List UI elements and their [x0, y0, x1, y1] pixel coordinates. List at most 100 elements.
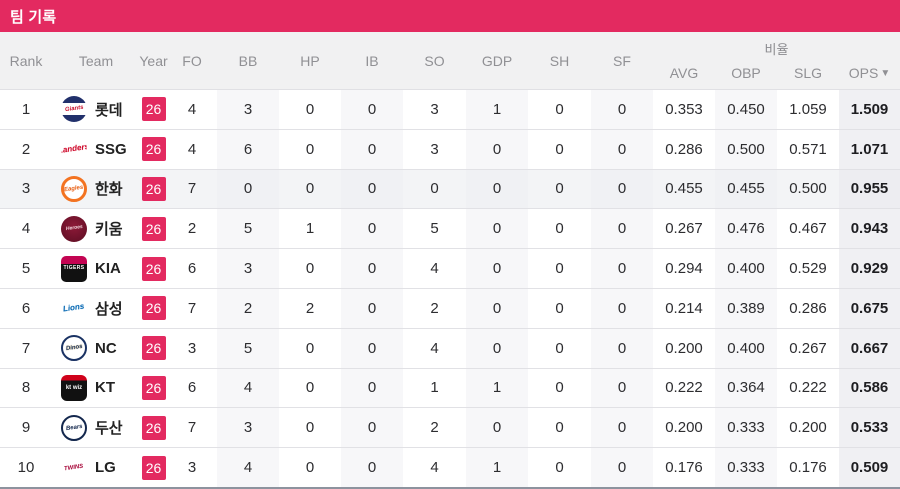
lg-twins-logo: TWINS: [61, 454, 87, 481]
fo-cell: 4: [187, 100, 197, 118]
logo-script-text: TWINS: [64, 463, 84, 472]
column-header-obp[interactable]: OBP: [731, 65, 761, 82]
team-cell: TIGERS KIA: [52, 249, 140, 288]
bb-cell: 0: [217, 169, 279, 209]
so-cell: 4: [430, 339, 439, 357]
column-header-ib[interactable]: IB: [365, 52, 379, 69]
logo-script-text: Heroes: [65, 224, 83, 233]
logo-script-text: Bears: [65, 423, 83, 432]
sh-cell: 0: [555, 220, 564, 238]
obp-cell: 0.333: [715, 408, 777, 448]
slg-cell: 0.571: [789, 140, 827, 158]
table-row-7[interactable]: 7 Dinos NC 26 3 5 0 0 4 0 0 0 0.200 0.400 0.267 0.667: [0, 327, 900, 368]
obp-cell: 0.364: [715, 368, 777, 408]
so-cell: 1: [430, 379, 439, 397]
logo-script-text: Dinos: [65, 344, 83, 353]
hp-cell: 0: [305, 379, 315, 397]
slg-cell: 0.500: [777, 169, 839, 209]
team-name: KT: [95, 379, 115, 397]
team-name: 키움: [95, 221, 123, 239]
column-header-fo[interactable]: FO: [182, 52, 202, 69]
table-row-9[interactable]: 9 Bears 두산 26 7 3 0 0 2 0 0 0 0.200 0.333 0.200 0.533: [0, 407, 900, 448]
team-name: NC: [95, 339, 117, 357]
logo-script-text: Giants: [64, 105, 84, 114]
team-cell: Bears 두산: [52, 408, 140, 447]
table-row-3[interactable]: 3 Eagles 한화 26 7 0 0 0 0 0 0 0 0.455 0.455 0.500 0.955: [0, 168, 900, 209]
hp-cell: 0: [279, 169, 341, 209]
team-name: KIA: [95, 260, 121, 278]
sort-desc-icon: ▼: [880, 67, 891, 79]
hp-cell: 1: [305, 220, 315, 238]
kiwoom-heroes-logo: Heroes: [61, 215, 87, 242]
column-header-so[interactable]: SO: [424, 52, 445, 69]
table-row-4[interactable]: 4 Heroes 키움 26 2 5 1 0 5 0 0 0 0.267 0.476 0.467 0.943: [0, 208, 900, 249]
rank-cell: 9: [21, 419, 31, 437]
rank-cell: 1: [21, 100, 31, 118]
bb-cell: 6: [217, 129, 279, 169]
rate-group-label: 비율: [764, 41, 789, 57]
logo-script-text: Eagles: [63, 184, 84, 194]
obp-cell: 0.389: [715, 288, 777, 328]
ib-cell: 0: [341, 129, 403, 169]
column-header-bb[interactable]: BB: [238, 52, 258, 69]
team-name: 한화: [95, 181, 123, 199]
gdp-cell: 0: [466, 328, 528, 368]
gdp-cell: 0: [466, 209, 528, 249]
obp-cell: 0.476: [715, 209, 777, 249]
gdp-cell: 0: [466, 288, 528, 328]
avg-cell: 0.286: [665, 140, 703, 158]
bb-cell: 4: [217, 368, 279, 408]
ib-cell: 0: [341, 408, 403, 448]
sf-cell: 0: [591, 368, 653, 408]
fo-cell: 3: [187, 339, 197, 357]
table-row-6[interactable]: 6 Lions 삼성 26 7 2 2 0 2 0 0 0 0.214 0.389 0.286 0.675: [0, 287, 900, 328]
hp-cell: 2: [305, 299, 315, 317]
table-body: 1 Giants 롯데 26 4 3 0 0 3 1 0 0 0.353 0.450 1.059 1.509 2…: [0, 90, 900, 487]
table-row-8[interactable]: 8 kt wiz KT 26 6 4 0 0 1 1 0 0 0.222 0.364 0.222 0.586: [0, 367, 900, 408]
table-row-2[interactable]: 2 Landers SSG 26 4 6 0 0 3 0 0 0 0.286 0.500 0.571 1.07…: [0, 128, 900, 169]
lotte-giants-logo: Giants: [61, 96, 87, 123]
table-row-5[interactable]: 5 TIGERS KIA 26 6 3 0 0 4 0 0 0 0.294 0.400 0.529 0.929: [0, 248, 900, 288]
rank-cell: 4: [21, 220, 31, 238]
rank-cell: 10: [17, 459, 35, 477]
avg-cell: 0.222: [665, 379, 703, 397]
bb-cell: 5: [217, 209, 279, 249]
so-cell: 2: [430, 419, 439, 437]
team-name: 롯데: [95, 101, 123, 119]
slg-cell: 0.200: [789, 419, 827, 437]
sh-cell: 0: [555, 299, 564, 317]
bb-cell: 2: [217, 288, 279, 328]
ssg-landers-logo: Landers: [61, 136, 87, 162]
column-header-gdp[interactable]: GDP: [481, 52, 513, 69]
hp-cell: 0: [305, 140, 315, 158]
column-header-slg[interactable]: SLG: [793, 65, 822, 82]
sf-cell: 0: [591, 408, 653, 448]
sf-cell: 0: [591, 90, 653, 129]
fo-cell: 6: [187, 260, 197, 278]
column-header-rank[interactable]: Rank: [9, 52, 43, 69]
hp-cell: 0: [305, 260, 315, 278]
column-header-team[interactable]: Team: [78, 52, 114, 69]
ops-cell: 0.667: [839, 328, 900, 368]
team-cell: Landers SSG: [52, 130, 140, 169]
column-header-sh[interactable]: SH: [549, 52, 570, 69]
doosan-bears-logo: Bears: [61, 414, 87, 441]
table-row-10[interactable]: 10 TWINS LG 26 3 4 0 0 4 1 0 0 0.176 0.333 0.176 0.509: [0, 447, 900, 487]
year-cell: 26: [140, 90, 167, 129]
column-header-ops[interactable]: OPS ▼: [839, 58, 900, 89]
gdp-cell: 0: [466, 129, 528, 169]
column-header-avg[interactable]: AVG: [669, 65, 699, 82]
column-header-year[interactable]: Year: [139, 52, 168, 69]
table-row-1[interactable]: 1 Giants 롯데 26 4 3 0 0 3 1 0 0 0.353 0.450 1.059 1.509: [0, 90, 900, 129]
team-cell: TWINS LG: [52, 448, 140, 487]
ops-cell: 0.509: [839, 448, 900, 487]
column-header-hp[interactable]: HP: [300, 52, 320, 69]
kia-tigers-logo: TIGERS: [61, 255, 87, 282]
sf-cell: 0: [591, 448, 653, 487]
so-cell: 3: [430, 140, 439, 158]
logo-script-text: TIGERS: [63, 265, 85, 272]
avg-cell: 0.200: [665, 419, 703, 437]
sf-cell: 0: [591, 288, 653, 328]
column-header-sf[interactable]: SF: [613, 52, 631, 69]
fo-cell: 2: [187, 220, 197, 238]
